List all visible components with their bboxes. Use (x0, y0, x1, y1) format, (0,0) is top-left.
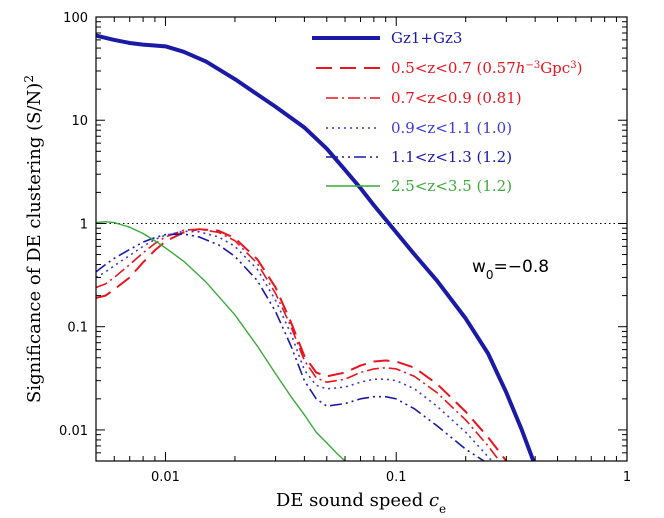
legend-label-1: Gz1+Gz3 (391, 29, 462, 47)
series-line-3 (96, 228, 501, 461)
y-tick-label: 0.01 (59, 424, 88, 439)
series-line-5 (96, 233, 485, 461)
series-line-4 (96, 230, 493, 461)
w0-annotation: w0=−0.8 (472, 257, 549, 282)
series-line-2 (96, 228, 508, 461)
legend-label-6: 2.5<z<3.5 (1.2) (391, 177, 512, 195)
y-tick-label: 10 (71, 114, 88, 129)
series-line-6 (96, 221, 346, 461)
legend-label-2: 0.5<z<0.7 (0.57h−3Gpc3) (391, 59, 582, 77)
x-tick-label: 0.01 (151, 470, 180, 485)
legend-label-5: 1.1<z<1.3 (1.2) (391, 148, 512, 166)
legend-label-4: 0.9<z<1.1 (1.0) (391, 119, 512, 137)
x-tick-label: 1 (623, 470, 631, 485)
y-tick-label: 1 (80, 217, 88, 232)
x-tick-label: 0.1 (386, 470, 407, 485)
y-axis-label: Significance of DE clustering (S/N)2 (22, 75, 45, 403)
y-tick-label: 0.1 (67, 321, 88, 336)
legend-label-3: 0.7<z<0.9 (0.81) (391, 89, 522, 107)
x-axis-label: DE sound speed ce (276, 490, 446, 516)
plot-frame (95, 16, 628, 462)
series-line-1 (96, 33, 536, 461)
y-tick-label: 100 (63, 11, 88, 26)
